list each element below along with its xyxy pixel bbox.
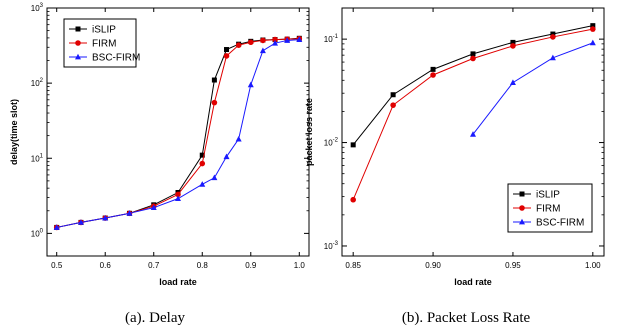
data-point-bsc-firm [272, 39, 279, 46]
data-point-firm [260, 37, 266, 44]
x-tick-label: 0.5 [51, 261, 63, 270]
legend-label: FIRM [92, 39, 116, 50]
y-axis-label: delay(time slot) [9, 99, 19, 165]
data-point-firm [590, 26, 596, 32]
y-tick-label: 102 [31, 78, 44, 88]
series-line-islip [352, 25, 593, 146]
data-point-bsc-firm [235, 135, 242, 142]
data-point-bsc-firm [77, 219, 84, 225]
data-point-firm [550, 34, 556, 40]
data-point-bsc-firm [259, 47, 266, 54]
data-point-bsc-firm [223, 153, 230, 160]
x-axis-label: load rate [159, 277, 197, 287]
y-tick-label: 100 [31, 228, 44, 238]
x-tick-label: 0.85 [345, 261, 361, 270]
x-tick-label: 0.7 [148, 261, 160, 270]
legend-label: BSC-FIRM [536, 218, 584, 229]
data-point-firm [272, 36, 278, 43]
data-point-firm [470, 55, 476, 62]
data-point-bsc-firm [211, 174, 218, 181]
data-point-bsc-firm [296, 36, 303, 42]
data-point-islip [550, 31, 556, 37]
y-tick-label: 10-1 [324, 34, 339, 44]
legend-marker [75, 53, 81, 60]
x-tick-label: 0.9 [245, 261, 257, 270]
data-point-islip [390, 92, 396, 98]
data-point-firm [510, 43, 516, 49]
data-point-firm [390, 102, 396, 108]
data-point-bsc-firm [102, 214, 109, 221]
data-point-bsc-firm [150, 204, 157, 211]
x-tick-label: 0.90 [425, 261, 441, 270]
data-point-firm [430, 72, 436, 78]
data-point-firm [223, 53, 230, 59]
y-tick-label: 10-2 [324, 138, 339, 148]
data-point-bsc-firm [284, 37, 291, 43]
chart-1: 0.85 0.90 0.95 1.00 10-3 10-2 10-1 load rate pac… [304, 7, 605, 287]
x-tick-label: 0.6 [100, 261, 112, 270]
caption-delay: (a). Delay [125, 310, 185, 326]
y-tick-label: 10-3 [324, 241, 339, 251]
x-tick-label: 0.8 [197, 261, 209, 270]
y-axis-label: packet loss rate [304, 98, 314, 166]
x-tick-label: 0.95 [505, 261, 521, 270]
data-point-firm [175, 191, 181, 198]
data-point-islip [211, 77, 217, 83]
data-point-bsc-firm [126, 210, 133, 216]
data-point-bsc-firm [247, 81, 254, 88]
y-tick-label: 101 [31, 153, 44, 163]
data-point-islip [590, 23, 596, 29]
x-axis-label: load rate [454, 277, 492, 287]
data-point-bsc-firm [589, 39, 596, 46]
data-point-bsc-firm [549, 54, 556, 61]
data-point-firm [247, 39, 254, 46]
chart-0: 0.5 0.6 0.7 0.8 0.9 1.0 100 101 102 103 load rate d… [9, 3, 310, 287]
plot-frame [46, 7, 310, 257]
legend-marker [75, 26, 81, 32]
data-point-islip [224, 47, 230, 53]
data-point-islip [199, 152, 205, 158]
legend-label: iSLIP [536, 190, 560, 201]
data-point-bsc-firm [470, 131, 476, 137]
legend-marker [519, 218, 525, 225]
data-point-islip [350, 142, 356, 148]
y-tick-label: 103 [31, 3, 44, 13]
data-point-firm [211, 99, 218, 106]
data-point-firm [199, 160, 206, 167]
data-point-firm [350, 196, 356, 203]
legend-marker [519, 191, 525, 197]
data-point-islip [470, 51, 476, 57]
legend-label: iSLIP [92, 25, 116, 36]
legend-label: BSC-FIRM [92, 53, 140, 64]
plot-frame [341, 7, 605, 257]
series-line-bsc-firm [472, 42, 593, 135]
data-point-bsc-firm [175, 195, 181, 202]
data-point-bsc-firm [199, 181, 206, 187]
data-point-firm [235, 42, 242, 48]
legend-marker [75, 40, 81, 46]
data-point-islip [510, 39, 516, 45]
legend-label: FIRM [536, 204, 560, 215]
data-point-islip [430, 66, 436, 72]
data-point-bsc-firm [53, 224, 60, 230]
x-tick-label: 1.0 [294, 261, 306, 270]
x-tick-label: 1.00 [585, 261, 601, 270]
legend-marker [519, 205, 525, 211]
data-point-bsc-firm [509, 79, 516, 85]
caption-packet-loss: (b). Packet Loss Rate [402, 310, 531, 326]
